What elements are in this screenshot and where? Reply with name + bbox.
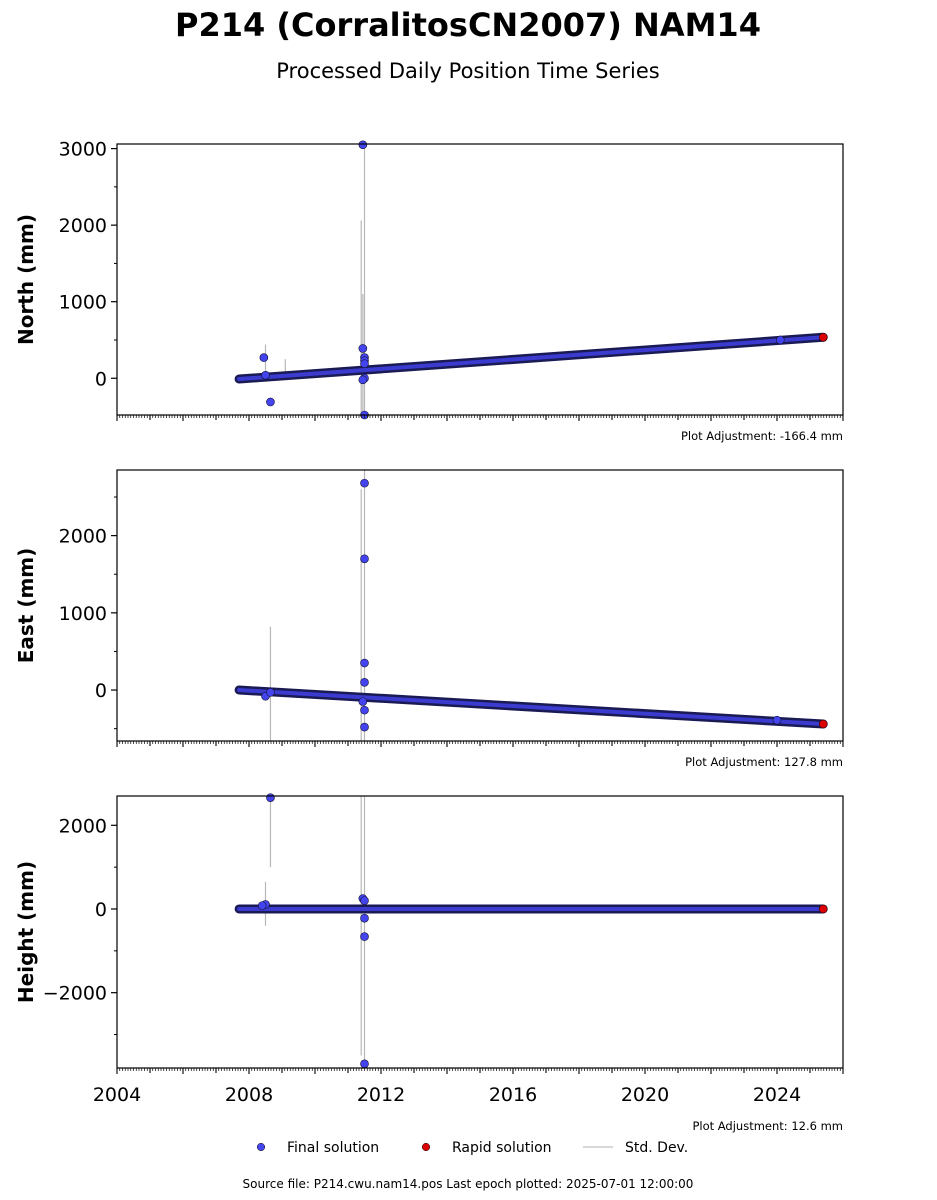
x-tick-label: 2016: [489, 1084, 537, 1106]
plot-adjustment-label: Plot Adjustment: -166.4 mm: [681, 429, 843, 443]
y-tick-label: 0: [95, 899, 107, 921]
rapid-solution-point: [818, 904, 828, 914]
panel-1: 0 1000 2000 East (mm) Plot Adjustment: 127.8…: [14, 469, 844, 769]
x-tick-label: 2012: [357, 1084, 405, 1106]
final-solution-point: [360, 658, 369, 668]
final-solution-point: [360, 722, 369, 732]
chart-title: P214 (CorralitosCN2007) NAM14: [175, 6, 761, 44]
y-tick-label: 2000: [59, 815, 107, 837]
plot-frame: [116, 143, 844, 416]
legend-item-1: Rapid solution: [421, 1140, 552, 1156]
rapid-solution-point: [818, 719, 828, 729]
final-solution-point: [358, 140, 368, 150]
y-axis-label: North (mm): [14, 214, 38, 345]
final-solution-point: [360, 932, 369, 941]
y-axis-label: Height (mm): [14, 861, 38, 1003]
y-tick-label: 3000: [59, 139, 107, 161]
legend-label: Final solution: [287, 1140, 379, 1156]
final-solution-point: [360, 913, 369, 923]
plot-adjustment-label: Plot Adjustment: 12.6 mm: [692, 1119, 843, 1133]
chart-subtitle: Processed Daily Position Time Series: [276, 59, 660, 83]
legend-marker: [421, 1142, 431, 1152]
y-tick-label: 1000: [59, 292, 107, 314]
y-axis-label: East (mm): [14, 548, 38, 664]
plot-frame: [116, 795, 844, 1069]
x-tick-label: 2020: [621, 1084, 669, 1106]
final-solution-point: [266, 688, 275, 697]
legend-label: Std. Dev.: [625, 1140, 688, 1156]
final-solution-point: [358, 697, 368, 706]
y-tick-label: −2000: [43, 983, 107, 1005]
final-solution-point: [266, 793, 275, 802]
final-solution-point: [360, 554, 369, 564]
x-tick-label: 2004: [93, 1084, 141, 1106]
final-solution-point: [266, 397, 275, 407]
final-solution-point: [358, 344, 368, 353]
final-solution-point: [775, 335, 785, 345]
final-solution-point: [360, 1059, 369, 1069]
y-tick-label: 1000: [59, 603, 107, 625]
final-solution-point: [358, 375, 368, 385]
final-solution-point: [360, 896, 369, 905]
final-solution-band-core: [237, 688, 826, 727]
final-solution-point: [360, 678, 369, 687]
plot-adjustment-label: Plot Adjustment: 127.8 mm: [685, 755, 843, 769]
final-solution-point: [257, 901, 267, 910]
y-tick-label: 2000: [59, 526, 107, 548]
legend-marker: [256, 1142, 266, 1152]
final-solution-point: [360, 478, 369, 488]
final-solution-point: [261, 370, 270, 380]
final-solution-point: [360, 705, 369, 715]
legend-item-0: Final solution: [256, 1140, 379, 1156]
panels: 0 1000 2000 3000 North (mm) Plot Adjustment: …: [14, 139, 844, 1133]
rapid-solution-point: [818, 332, 828, 342]
y-tick-label: 0: [95, 368, 107, 390]
y-tick-label: 0: [95, 680, 107, 702]
legend-label: Rapid solution: [452, 1140, 552, 1156]
legend-item-2: Std. Dev.: [583, 1140, 688, 1156]
panel-0: 0 1000 2000 3000 North (mm) Plot Adjustment: …: [14, 139, 844, 443]
panel-2: −2000 0 2000 2004 2008 2012 2016 2020 2024 Height…: [14, 793, 844, 1133]
x-tick-label: 2024: [753, 1084, 801, 1106]
final-solution-point: [259, 353, 269, 362]
final-solution-point: [772, 715, 782, 725]
x-tick-label: 2008: [225, 1084, 273, 1106]
legend: Final solution Rapid solution Std. Dev.: [256, 1140, 688, 1156]
source-footer: Source file: P214.cwu.nam14.pos Last epo…: [243, 1177, 694, 1191]
final-solution-band-core: [237, 335, 826, 382]
y-tick-label: 2000: [59, 215, 107, 237]
final-solution-point: [360, 359, 369, 369]
